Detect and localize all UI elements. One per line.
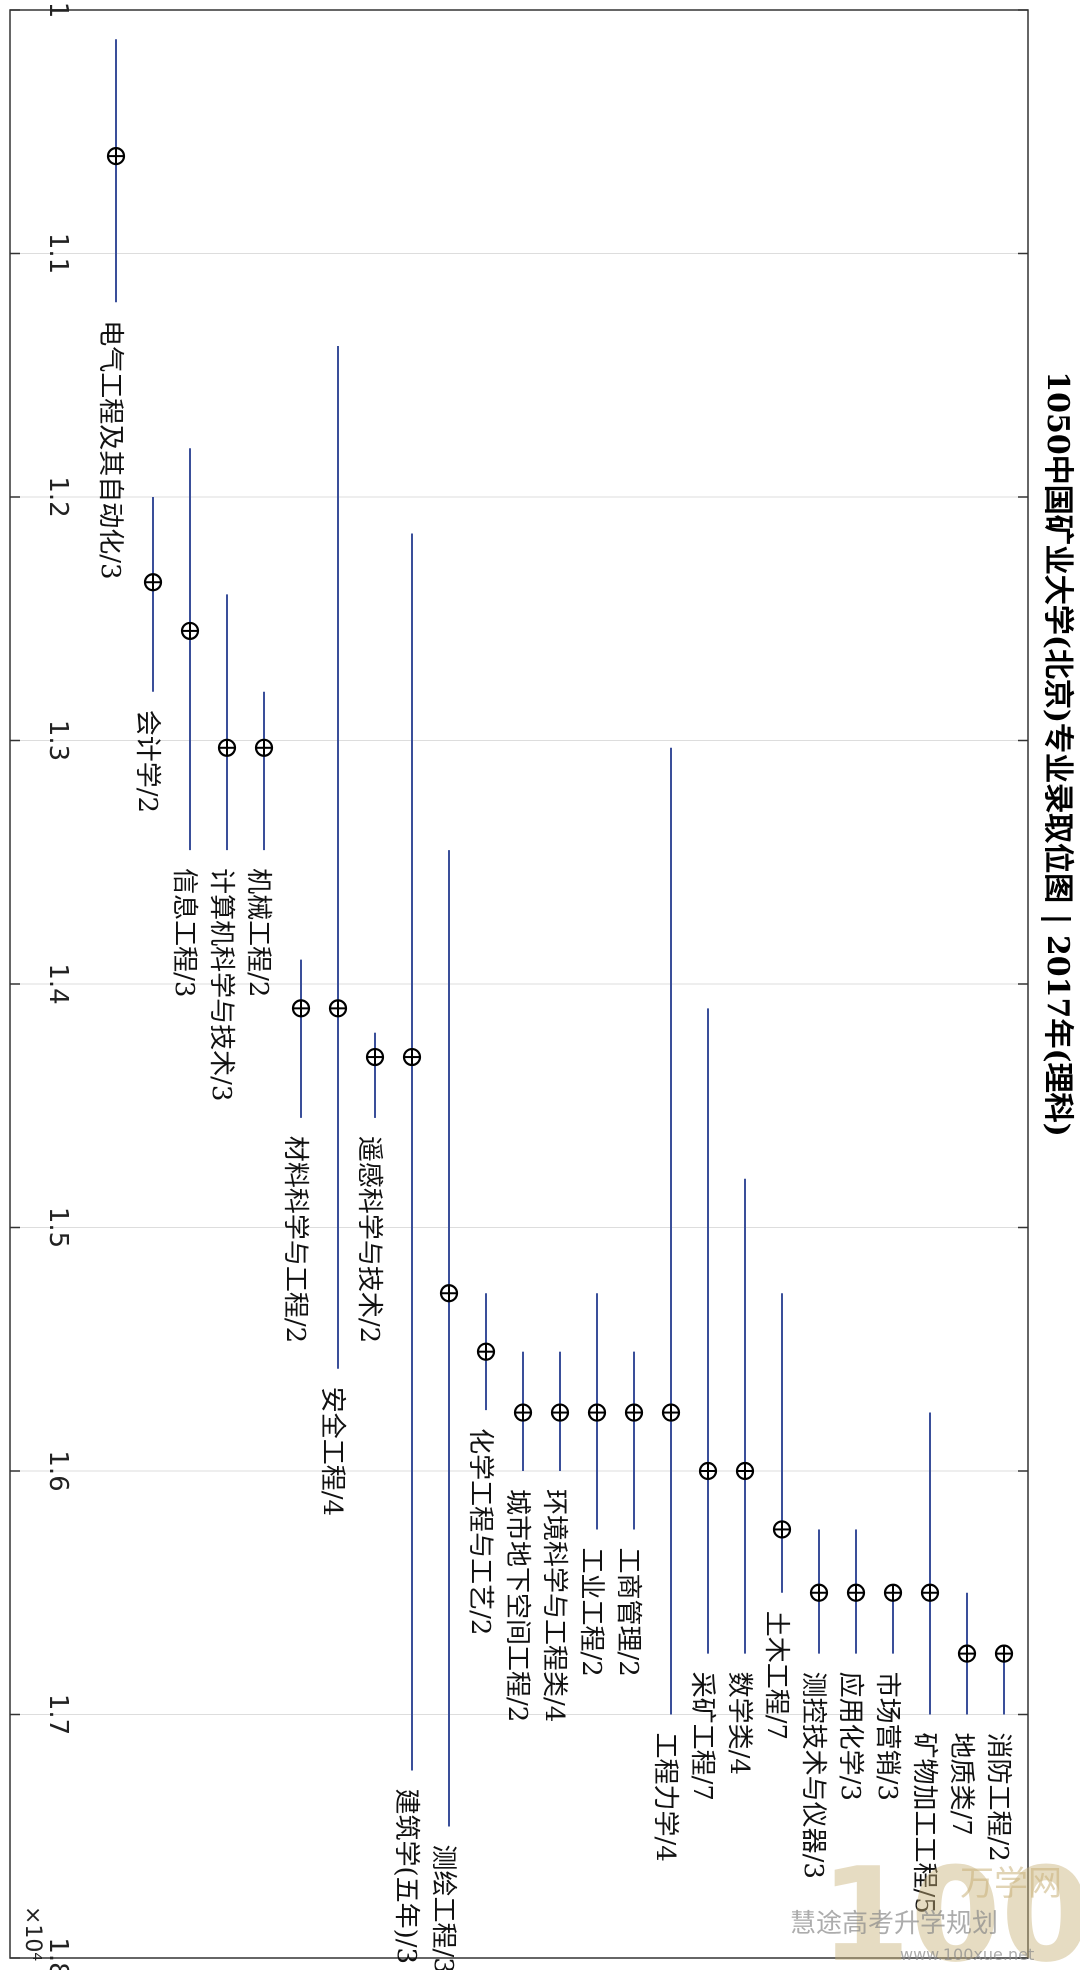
category-label: 工程力学/4 [650, 1733, 680, 1862]
axis-exponent-label: ×10⁴ [20, 1906, 45, 1961]
median-marker [365, 1047, 385, 1067]
median-marker [920, 1583, 940, 1602]
category-label: 测绘工程/3 [428, 1845, 458, 1970]
category-label: 应用化学/3 [835, 1672, 865, 1801]
category-label: 安全工程/4 [317, 1387, 347, 1516]
median-marker [143, 573, 163, 592]
median-marker [883, 1583, 903, 1602]
median-marker [180, 621, 200, 641]
series [106, 39, 1014, 1827]
median-marker [809, 1583, 829, 1602]
tick-label: 1.1 [43, 233, 73, 274]
category-label: 遥感科学与技术/2 [354, 1136, 384, 1343]
category-label: 数学类/4 [724, 1672, 754, 1775]
tick-label: 1.8 [43, 1937, 73, 1970]
median-marker [254, 738, 274, 757]
median-marker [698, 1461, 718, 1481]
watermark: 100 万学网 慧途高考升学规划 www.100xue.net [790, 1839, 1080, 1970]
watermark-url: www.100xue.net [900, 1945, 1034, 1964]
median-marker [587, 1403, 607, 1422]
median-marker [106, 147, 126, 166]
category-label: 采矿工程/7 [687, 1672, 717, 1801]
median-marker [846, 1583, 866, 1602]
median-marker [735, 1461, 755, 1481]
tick-label: 1 [43, 2, 73, 19]
category-labels: 电气工程及其自动化/3 会计学/2 信息工程/3 计算机科学与技术/3 机械工程/2 材料… [95, 320, 1013, 1970]
median-marker [994, 1644, 1014, 1663]
category-label: 工业工程/2 [576, 1547, 606, 1676]
axes [9, 9, 1029, 1959]
watermark-logo-number: 100 [820, 1839, 1080, 1970]
category-label: 工商管理/2 [613, 1547, 643, 1676]
tick-label: 1.5 [43, 1207, 73, 1248]
category-label: 会计学/2 [132, 710, 162, 813]
median-marker [513, 1403, 533, 1422]
chart-title: 1050中国矿业大学(北京)专业录取位图 | 2017年(理科) [1040, 371, 1075, 1137]
median-marker [957, 1644, 977, 1663]
median-marker [328, 999, 348, 1018]
category-label: 土木工程/7 [761, 1611, 791, 1740]
category-label: 市场营销/3 [872, 1672, 902, 1801]
tick-labels: 1 1.1 1.2 1.3 1.4 1.5 1.6 1.7 1.8 [43, 2, 73, 1970]
category-label: 矿物加工工程/5 [909, 1733, 939, 1914]
category-label: 材料科学与工程/2 [280, 1136, 310, 1343]
category-label: 计算机科学与技术/3 [206, 868, 236, 1101]
median-marker [772, 1520, 792, 1539]
category-label: 化学工程与工艺/2 [465, 1428, 495, 1635]
category-label: 环境科学与工程类/4 [539, 1489, 569, 1722]
median-marker [550, 1403, 570, 1422]
tick-label: 1.6 [43, 1450, 73, 1491]
category-label: 测控技术与仪器/3 [798, 1672, 828, 1879]
watermark-logo-text: 万学网 [960, 1864, 1062, 1904]
category-label: 信息工程/3 [169, 868, 199, 997]
median-marker [291, 999, 311, 1018]
category-label: 机械工程/2 [243, 868, 273, 997]
category-label: 城市地下空间工程/2 [502, 1489, 532, 1722]
median-marker [217, 738, 237, 757]
median-marker [439, 1284, 459, 1303]
tick-label: 1.7 [43, 1694, 73, 1735]
category-label: 消防工程/2 [983, 1733, 1013, 1862]
median-marker [661, 1403, 681, 1422]
tick-label: 1.3 [43, 720, 73, 761]
median-marker [402, 1047, 422, 1067]
watermark-wechat: 慧途高考升学规划 [790, 1909, 998, 1939]
tick-label: 1.2 [43, 476, 73, 517]
category-label: 建筑学(五年)/3 [391, 1789, 421, 1965]
category-label: 电气工程及其自动化/3 [95, 320, 125, 579]
category-label: 地质类/7 [946, 1733, 976, 1836]
tick-label: 1.4 [43, 963, 73, 1004]
median-marker [476, 1342, 496, 1361]
median-marker [624, 1403, 644, 1422]
